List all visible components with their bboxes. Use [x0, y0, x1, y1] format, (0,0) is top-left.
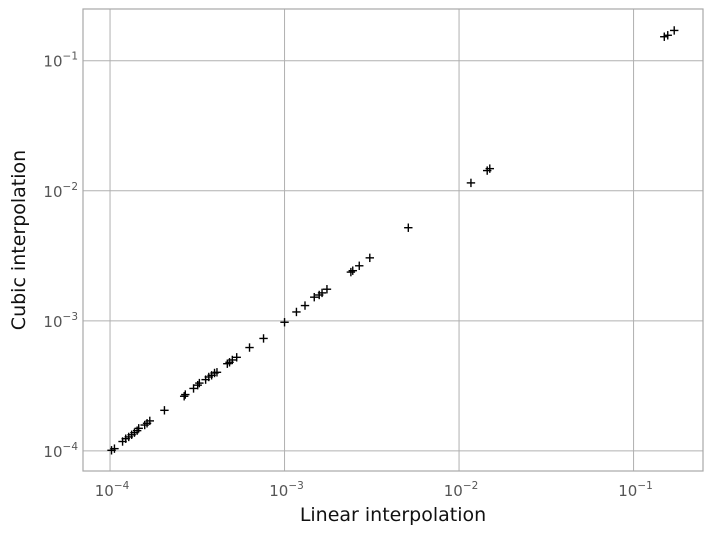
data-point	[228, 355, 237, 365]
data-point	[346, 267, 356, 277]
data-point	[259, 334, 268, 343]
data-point	[466, 178, 476, 188]
data-point	[663, 31, 672, 40]
data-point	[355, 261, 364, 270]
data-points	[107, 26, 679, 455]
data-point	[134, 424, 143, 433]
data-point	[404, 223, 413, 232]
data-point	[670, 26, 679, 35]
data-point	[348, 266, 357, 275]
y-tick-label: 10−2	[43, 181, 78, 201]
data-point	[485, 164, 494, 173]
plot-frame	[82, 8, 704, 472]
data-point	[212, 368, 222, 377]
grid-lines	[83, 9, 703, 471]
data-point	[317, 288, 327, 298]
data-point	[110, 444, 119, 453]
x-axis-title: Linear interpolation	[300, 504, 486, 526]
x-tick-label: 10−4	[95, 480, 130, 500]
y-tick-label: 10−1	[43, 51, 78, 71]
data-point	[223, 359, 232, 368]
data-point	[365, 253, 374, 263]
x-tick-label: 10−3	[269, 480, 304, 500]
data-point	[245, 343, 254, 352]
data-point	[280, 318, 289, 327]
data-point	[179, 392, 189, 401]
data-point	[300, 301, 310, 310]
data-point	[232, 353, 241, 362]
y-tick-label: 10−4	[43, 441, 78, 461]
y-axis-title: Cubic interpolation	[8, 150, 30, 330]
tick-labels: 10−4 10−3 10−2 10−1 10−4 10−3 10−2 10−1	[43, 51, 652, 500]
data-point	[145, 416, 154, 426]
data-point	[193, 380, 202, 390]
data-point	[195, 378, 204, 388]
x-tick-label: 10−1	[618, 480, 653, 500]
data-point	[310, 292, 319, 302]
y-tick-label: 10−3	[43, 311, 78, 331]
data-point	[292, 307, 301, 317]
data-point	[181, 390, 190, 399]
data-point	[160, 406, 169, 415]
data-point	[322, 285, 332, 294]
x-tick-label: 10−2	[444, 480, 479, 500]
